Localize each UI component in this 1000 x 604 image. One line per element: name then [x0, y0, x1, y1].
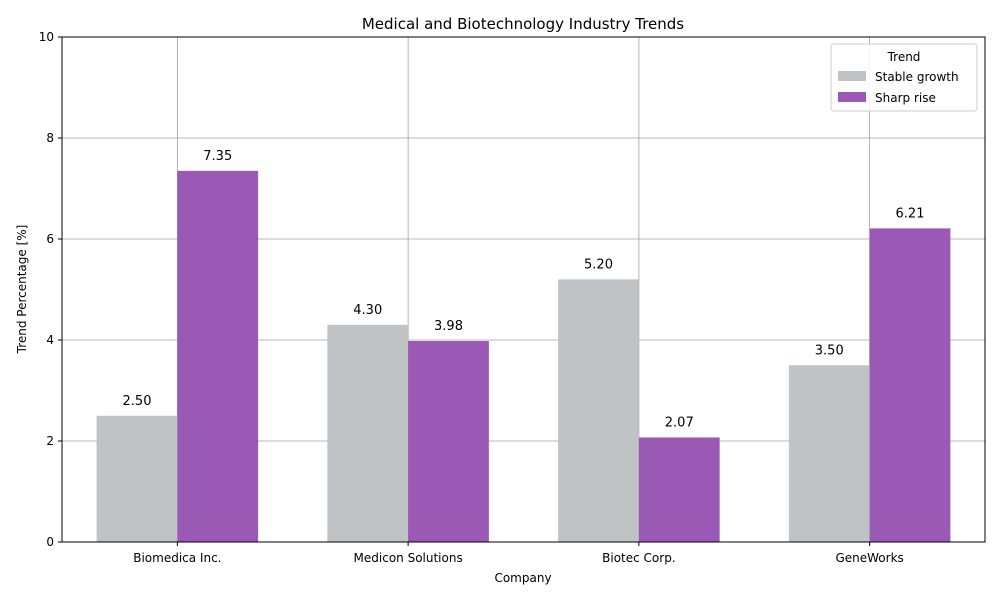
y-tick-label: 8	[46, 131, 54, 145]
bars	[96, 170, 951, 542]
y-tick-label: 2	[46, 434, 54, 448]
value-label-stable-growth-geneworks: 3.50	[815, 343, 844, 358]
legend: Trend Stable growth Sharp rise	[830, 43, 978, 112]
value-label-sharp-rise-biomedica-inc: 7.35	[203, 149, 232, 164]
value-label-sharp-rise-geneworks: 6.21	[896, 206, 925, 221]
value-label-stable-growth-biomedica-inc: 2.50	[123, 394, 152, 409]
y-tick-label: 6	[46, 232, 54, 246]
y-axis-label: Trend Percentage [%]	[15, 225, 29, 355]
x-tick-label-medicon-solutions: Medicon Solutions	[354, 551, 463, 565]
value-label-stable-growth-medicon-solutions: 4.30	[353, 303, 382, 318]
x-tick-label-geneworks: GeneWorks	[835, 551, 903, 565]
legend-label-sharp-rise: Sharp rise	[875, 91, 936, 105]
legend-swatch-stable-growth	[838, 71, 866, 81]
value-label-sharp-rise-medicon-solutions: 3.98	[434, 319, 463, 334]
bar-sharp-rise-biotec-corp	[638, 437, 720, 542]
bar-sharp-rise-medicon-solutions	[408, 341, 489, 542]
bar-stable-growth-medicon-solutions	[327, 324, 409, 542]
legend-title: Trend	[887, 50, 921, 64]
value-label-stable-growth-biotec-corp: 5.20	[584, 257, 613, 272]
bar-sharp-rise-geneworks	[869, 228, 951, 542]
x-axis-label: Company	[494, 571, 551, 585]
axes: 0 2 4 6 8 10 Biomedica Inc. Medicon Solutions Bi…	[39, 30, 904, 565]
x-tick-label-biotec-corp: Biotec Corp.	[602, 551, 676, 565]
legend-swatch-sharp-rise	[838, 92, 866, 102]
plot-frame	[61, 36, 986, 543]
chart-title: Medical and Biotechnology Industry Trend…	[362, 15, 684, 33]
x-tick-label-biomedica-inc: Biomedica Inc.	[133, 551, 221, 565]
y-tick-label: 0	[46, 535, 54, 549]
y-tick-label: 10	[39, 30, 54, 44]
bar-stable-growth-geneworks	[788, 365, 870, 542]
bar-stable-growth-biomedica-inc	[96, 415, 178, 542]
bar-stable-growth-biotec-corp	[558, 279, 639, 542]
value-label-sharp-rise-biotec-corp: 2.07	[665, 415, 694, 430]
y-tick-label: 4	[46, 333, 54, 347]
value-labels: 2.50 7.35 4.30 3.98 5.20 2.07 3.50 6.21	[123, 149, 925, 431]
legend-label-stable-growth: Stable growth	[875, 70, 959, 84]
legend-box	[830, 43, 978, 112]
bar-sharp-rise-biomedica-inc	[177, 170, 259, 542]
